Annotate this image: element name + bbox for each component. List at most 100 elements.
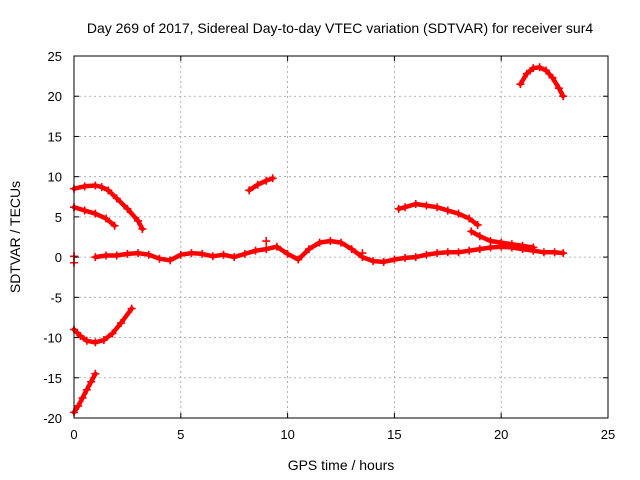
data-point [76,331,85,340]
data-point [535,63,544,72]
plot-frame [73,55,609,419]
data-point [112,251,121,260]
data-point [87,377,96,386]
data-point [144,250,153,259]
data-point [486,237,495,246]
data-point [262,176,271,185]
data-point [550,248,559,257]
x-axis: 0 5 10 15 20 25 [70,56,615,442]
y-tick-label: -15 [43,371,62,386]
data-point [539,248,548,257]
data-point [91,338,100,347]
data-point [467,227,476,236]
data-point [176,250,185,259]
data-point [102,251,111,260]
series-line [71,204,117,228]
data-point [411,200,420,209]
x-tick-label: 5 [177,427,184,442]
x-tick-label: 15 [387,427,401,442]
series-arc-high [516,63,568,101]
data-point [337,238,345,247]
data-point [91,253,100,262]
data-point [497,238,506,247]
y-tick-label: 20 [48,89,62,104]
data-point [91,369,100,378]
series-arc-mid-3 [467,227,538,252]
data-point [315,238,324,247]
data-point [262,245,271,254]
data-point [475,232,484,241]
data-point [134,249,143,258]
series-arc-mid-1 [245,174,277,195]
data-point [347,245,356,254]
data-point [465,214,474,223]
y-tick-label: -5 [50,290,62,305]
data-point [411,253,420,262]
data-point [548,73,557,82]
data-point [253,180,262,189]
data-point [134,216,143,225]
series-arc-lower-2 [70,369,100,417]
data-point [262,237,271,246]
x-tick-label: 20 [494,427,508,442]
data-point [123,204,132,213]
data-point [390,255,399,264]
data-point [454,248,463,257]
data-point [358,249,367,258]
data-point [91,181,100,190]
data-point [522,69,531,78]
y-tick-label: 15 [48,129,62,144]
data-point [369,257,378,266]
data-point [110,221,119,230]
data-point [473,220,482,229]
data-point [91,209,100,218]
y-tick-label: -10 [43,331,62,346]
data-point [516,80,525,89]
series-arc-lower-1 [70,304,136,347]
data-point [294,255,303,264]
data-point [443,248,452,257]
data-point [112,194,121,203]
series-line [71,306,134,345]
data-point [74,401,83,410]
data-point [326,237,335,246]
data-point [219,250,228,259]
data-point [230,253,239,262]
data-point [554,84,563,93]
data-point [155,254,164,263]
data-point [433,249,442,258]
data-point [108,329,117,338]
chart-title: Day 269 of 2017, Sidereal Day-to-day VTE… [87,20,593,36]
data-point [379,257,388,266]
data-point [443,206,452,215]
data-point [529,243,538,252]
data-point [187,249,196,258]
series-arc-baseline [91,237,568,266]
data-point [465,246,474,255]
data-point [123,249,132,258]
series-line [246,176,275,193]
x-axis-label: GPS time / hours [288,457,395,473]
data-point [518,241,527,250]
data-point [198,249,207,258]
data-point [283,249,292,258]
y-axis: -20 -15 -10 -5 0 5 10 15 20 25 [43,49,608,426]
y-tick-label: -20 [43,411,62,426]
data-point [304,245,313,254]
data-point [78,393,87,402]
data-point [127,304,136,313]
data-point [251,246,260,255]
data-point [422,201,431,210]
data-point [272,242,281,251]
data-point [529,64,538,73]
grid [74,56,608,418]
data-point [97,183,106,192]
y-tick-label: 0 [55,250,62,265]
data-point [138,224,147,233]
data-point [559,92,568,101]
y-tick-label: 10 [48,170,62,185]
data-point [82,336,91,345]
data-point [82,385,91,394]
x-tick-label: 10 [280,427,294,442]
